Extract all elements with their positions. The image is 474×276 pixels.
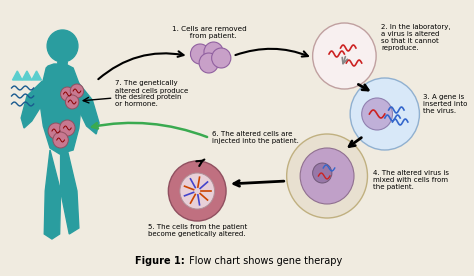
Circle shape [65,95,79,109]
Text: 6. The altered cells are
injected into the patient.: 6. The altered cells are injected into t… [211,131,299,145]
Polygon shape [21,81,46,128]
Circle shape [168,161,226,221]
Circle shape [180,173,215,209]
Text: 2. In the laboratory,
a virus is altered
so that it cannot
reproduce.: 2. In the laboratory, a virus is altered… [381,24,451,51]
Circle shape [362,98,392,130]
Polygon shape [58,62,67,69]
Polygon shape [32,71,41,80]
Circle shape [191,44,210,64]
Text: 7. The genetically
altered cells produce
the desired protein
or hormone.: 7. The genetically altered cells produce… [116,81,189,107]
Polygon shape [75,81,99,134]
Circle shape [53,132,68,148]
Text: Flow chart shows gene therapy: Flow chart shows gene therapy [186,256,342,266]
Polygon shape [61,150,79,234]
Polygon shape [22,71,32,80]
Circle shape [313,163,332,183]
Text: 4. The altered virus is
mixed with cells from
the patient.: 4. The altered virus is mixed with cells… [373,170,449,190]
Circle shape [199,53,219,73]
Circle shape [60,120,75,136]
Circle shape [48,123,64,139]
Polygon shape [44,150,61,239]
Circle shape [211,48,231,68]
Circle shape [70,84,84,98]
Circle shape [350,78,419,150]
Text: Figure 1:: Figure 1: [135,256,185,266]
Circle shape [47,30,78,62]
Polygon shape [12,71,22,80]
Circle shape [204,42,223,62]
Text: 3. A gene is
inserted into
the virus.: 3. A gene is inserted into the virus. [423,94,468,114]
Text: 1. Cells are removed
   from patient.: 1. Cells are removed from patient. [173,26,247,39]
Polygon shape [40,64,81,154]
Circle shape [61,87,74,101]
Circle shape [313,23,376,89]
Circle shape [287,134,367,218]
Text: 5. The cells from the patient
become genetically altered.: 5. The cells from the patient become gen… [147,224,247,237]
Circle shape [300,148,354,204]
